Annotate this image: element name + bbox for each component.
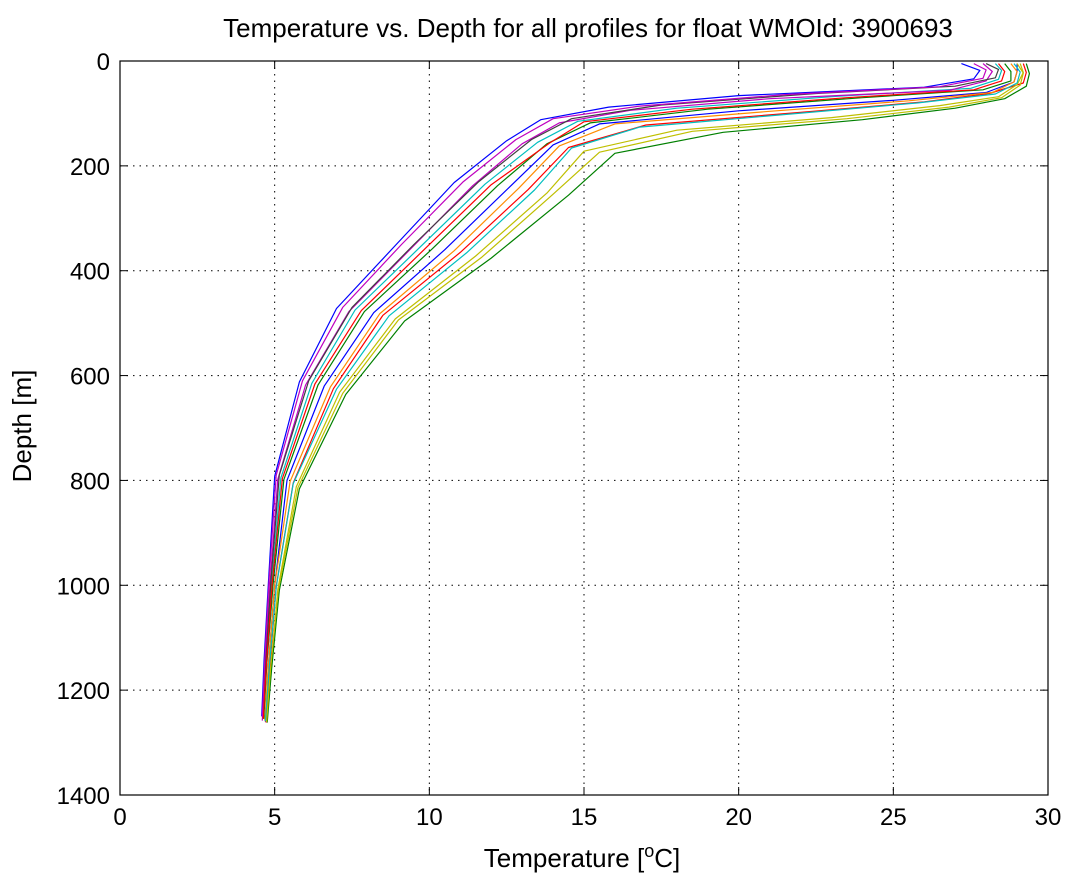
y-tick-labels: 0 200 400 600 800 1000 1200 1400 bbox=[57, 49, 110, 810]
profile-line bbox=[262, 63, 1000, 716]
x-tick-label: 10 bbox=[416, 804, 443, 831]
plot-area bbox=[120, 61, 1048, 795]
x-axis-label-unit: C] bbox=[654, 843, 680, 873]
y-tick-label: 400 bbox=[70, 259, 110, 286]
y-tick-label: 1200 bbox=[57, 678, 110, 705]
profile-line bbox=[261, 63, 993, 721]
profile-lines bbox=[261, 63, 1031, 723]
x-tick-label: 5 bbox=[268, 804, 281, 831]
profile-line bbox=[266, 63, 1024, 722]
y-tick-label: 1400 bbox=[57, 783, 110, 810]
profile-line bbox=[264, 63, 1018, 722]
y-tick-label: 1000 bbox=[57, 573, 110, 600]
grid-lines bbox=[120, 61, 1048, 795]
x-tick-labels: 0 5 10 15 20 25 30 bbox=[113, 804, 1061, 831]
x-axis-label: Temperature [oC] bbox=[484, 841, 680, 873]
y-tick-label: 800 bbox=[70, 468, 110, 495]
x-axis-label-superscript: o bbox=[644, 841, 654, 861]
profile-line bbox=[262, 63, 1003, 717]
profile-line bbox=[261, 63, 981, 717]
x-tick-label: 30 bbox=[1035, 804, 1062, 831]
x-axis-label-main: Temperature [ bbox=[484, 843, 645, 873]
x-tick-label: 25 bbox=[880, 804, 907, 831]
y-tick-label: 0 bbox=[97, 49, 110, 76]
x-tick-label: 20 bbox=[725, 804, 752, 831]
profile-line bbox=[264, 63, 1021, 722]
chart-title: Temperature vs. Depth for all profiles f… bbox=[223, 13, 953, 43]
tick-marks bbox=[119, 60, 1049, 796]
profile-line bbox=[266, 63, 1024, 723]
profile-line bbox=[262, 63, 1006, 719]
y-tick-label: 200 bbox=[70, 154, 110, 181]
profile-line bbox=[261, 63, 987, 717]
x-tick-label: 0 bbox=[113, 804, 126, 831]
y-axis-label: Depth [m] bbox=[7, 370, 37, 483]
profile-line bbox=[266, 63, 1031, 723]
y-tick-label: 600 bbox=[70, 364, 110, 391]
profile-line bbox=[263, 63, 1012, 720]
profile-line bbox=[264, 63, 1018, 721]
x-tick-label: 15 bbox=[571, 804, 598, 831]
